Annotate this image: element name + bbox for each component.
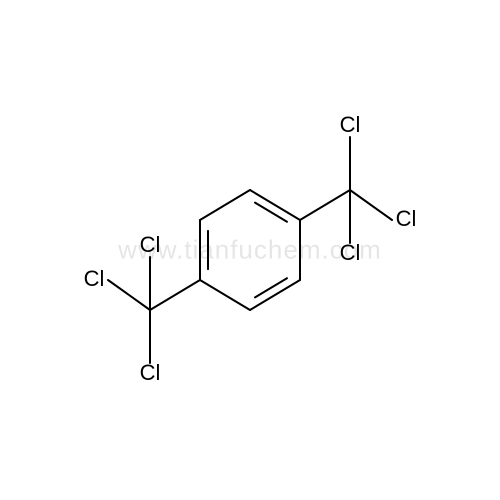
bond-line	[108, 280, 150, 310]
bond-line	[255, 278, 287, 297]
atom-label: Cl	[140, 232, 161, 257]
molecule-diagram: Cl Cl Cl Cl Cl Cl	[0, 0, 500, 500]
bond-line	[350, 190, 392, 220]
atom-label: Cl	[84, 266, 105, 291]
atom-label: Cl	[340, 112, 361, 137]
bond-line	[200, 190, 250, 220]
bond-line	[200, 280, 250, 310]
atom-label: Cl	[340, 240, 361, 265]
atom-label-group: Cl Cl Cl Cl Cl Cl	[84, 112, 417, 385]
bond-line	[150, 280, 200, 310]
bond-line	[300, 190, 350, 220]
atom-label: Cl	[140, 360, 161, 385]
bond-line	[255, 203, 287, 222]
atom-label: Cl	[396, 206, 417, 231]
